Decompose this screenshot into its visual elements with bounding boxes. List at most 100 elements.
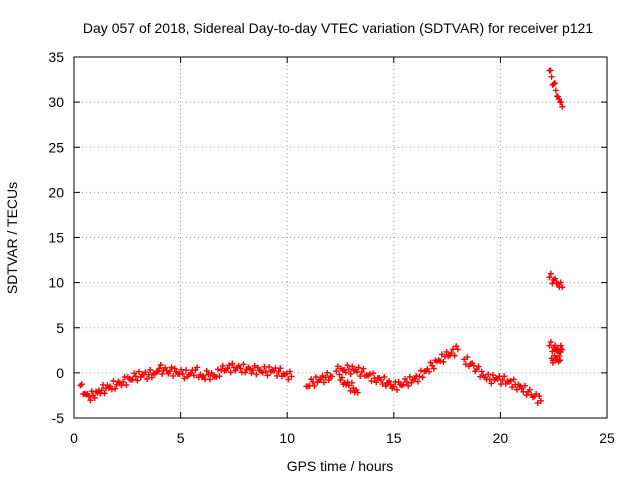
data-point bbox=[536, 393, 543, 400]
data-point bbox=[166, 368, 173, 375]
data-point bbox=[454, 346, 461, 353]
data-point bbox=[322, 374, 329, 381]
data-point bbox=[355, 364, 362, 371]
data-point bbox=[275, 368, 282, 375]
data-point bbox=[288, 373, 295, 380]
data-point bbox=[551, 80, 558, 87]
data-point bbox=[419, 374, 426, 381]
x-tick-label: 5 bbox=[177, 430, 185, 446]
data-point bbox=[451, 352, 458, 359]
data-point bbox=[548, 73, 555, 80]
data-point bbox=[427, 359, 434, 366]
y-tick-label: 10 bbox=[48, 275, 64, 291]
data-point bbox=[154, 368, 161, 375]
data-point bbox=[554, 280, 561, 287]
data-point bbox=[443, 348, 450, 355]
data-point bbox=[403, 378, 410, 385]
data-point bbox=[453, 343, 460, 350]
data-point bbox=[360, 365, 367, 372]
data-point bbox=[78, 381, 85, 388]
data-point bbox=[354, 389, 361, 396]
chart-title: Day 057 of 2018, Sidereal Day-to-day VTE… bbox=[83, 20, 593, 36]
data-point bbox=[547, 67, 554, 74]
y-tick-label: 25 bbox=[48, 139, 64, 155]
y-tick-label: 30 bbox=[48, 94, 64, 110]
data-point bbox=[381, 373, 388, 380]
data-point bbox=[533, 390, 540, 397]
data-point bbox=[416, 373, 423, 380]
grid-lines bbox=[74, 57, 607, 418]
data-point bbox=[534, 400, 541, 407]
data-point bbox=[461, 356, 468, 363]
data-point bbox=[190, 372, 197, 379]
data-point bbox=[320, 379, 327, 386]
data-point bbox=[358, 368, 365, 375]
y-tick-label: 15 bbox=[48, 230, 64, 246]
data-point bbox=[319, 372, 326, 379]
data-point bbox=[157, 361, 164, 368]
data-point bbox=[206, 376, 213, 383]
data-point bbox=[253, 371, 260, 378]
data-point bbox=[262, 368, 269, 375]
data-point bbox=[406, 373, 413, 380]
data-point bbox=[232, 367, 239, 374]
data-point bbox=[549, 348, 556, 355]
data-point bbox=[499, 377, 506, 384]
data-point bbox=[142, 369, 149, 376]
y-axis-label: SDTVAR / TECUs bbox=[4, 182, 20, 294]
data-point bbox=[98, 387, 105, 394]
y-tick-label: 35 bbox=[48, 49, 64, 65]
series-high-arc bbox=[546, 67, 566, 110]
data-point bbox=[425, 368, 432, 375]
data-point bbox=[553, 347, 560, 354]
data-point bbox=[475, 363, 482, 370]
data-point bbox=[368, 378, 375, 385]
data-point bbox=[242, 369, 249, 376]
data-point bbox=[386, 378, 393, 385]
data-point bbox=[251, 362, 258, 369]
data-point bbox=[170, 372, 177, 379]
data-point bbox=[168, 364, 175, 371]
data-point bbox=[370, 370, 377, 377]
data-point bbox=[510, 376, 517, 383]
data-point bbox=[347, 370, 354, 377]
data-point bbox=[156, 365, 163, 372]
data-point bbox=[328, 373, 335, 380]
data-point bbox=[194, 364, 201, 371]
data-point bbox=[346, 366, 353, 373]
x-tick-label: 25 bbox=[599, 430, 615, 446]
x-axis-label: GPS time / hours bbox=[287, 458, 394, 474]
data-point bbox=[513, 386, 520, 393]
data-point bbox=[546, 342, 553, 349]
data-point bbox=[91, 394, 98, 401]
series-short-arc bbox=[337, 374, 361, 396]
data-point bbox=[478, 368, 485, 375]
x-tick-label: 15 bbox=[386, 430, 402, 446]
data-point bbox=[552, 342, 559, 349]
data-point bbox=[145, 371, 152, 378]
data-point bbox=[266, 363, 273, 370]
data-point bbox=[518, 385, 525, 392]
data-point bbox=[485, 371, 492, 378]
data-point bbox=[546, 274, 553, 281]
data-point bbox=[113, 381, 120, 388]
data-point bbox=[101, 390, 108, 397]
data-point bbox=[557, 357, 564, 364]
data-point bbox=[136, 368, 143, 375]
data-point bbox=[226, 362, 233, 369]
data-point bbox=[270, 368, 277, 375]
data-point bbox=[129, 376, 136, 383]
data-point bbox=[219, 362, 226, 369]
series-main-arc bbox=[77, 360, 295, 404]
data-point bbox=[107, 383, 114, 390]
data-point bbox=[430, 365, 437, 372]
data-point bbox=[348, 379, 355, 386]
data-point bbox=[557, 279, 564, 286]
data-point bbox=[181, 375, 188, 382]
data-point bbox=[470, 362, 477, 369]
data-point bbox=[373, 379, 380, 386]
data-point bbox=[526, 386, 533, 393]
data-point bbox=[171, 365, 178, 372]
